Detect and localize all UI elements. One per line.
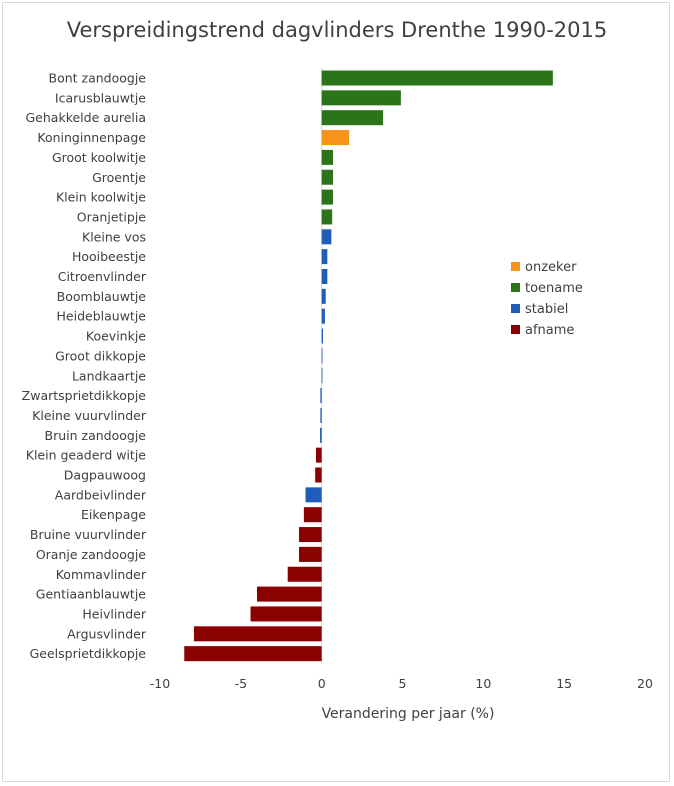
bar <box>321 110 384 126</box>
x-tick-label: 20 <box>637 676 653 691</box>
legend: onzeker toename stabiel afname <box>511 260 583 338</box>
bar <box>321 348 323 364</box>
category-label: Zwartsprietdikkopje <box>22 388 147 403</box>
category-label: Bruin zandoogje <box>45 428 147 443</box>
legend-label: stabiel <box>525 302 568 317</box>
bar <box>321 169 333 185</box>
legend-swatch <box>511 262 520 271</box>
bar <box>321 269 328 284</box>
category-label: Argusvlinder <box>67 626 147 641</box>
category-label: Koevinkje <box>86 329 146 344</box>
bar <box>321 130 350 146</box>
category-label: Heideblauwtje <box>57 309 147 324</box>
legend-swatch <box>511 283 520 292</box>
category-label: Kleine vuurvlinder <box>32 408 147 423</box>
category-label: Klein geaderd witje <box>26 448 147 463</box>
bar <box>184 646 322 662</box>
bar <box>321 249 328 265</box>
bar <box>320 388 322 404</box>
category-label: Landkaartje <box>72 368 146 383</box>
bar <box>321 149 333 165</box>
category-label: Groentje <box>92 170 146 185</box>
category-label: Oranjetipje <box>77 209 147 224</box>
category-label: Klein koolwitje <box>56 190 146 205</box>
category-label: Heivlinder <box>82 606 146 621</box>
bars-group <box>184 68 553 664</box>
bar <box>321 288 326 304</box>
category-label: Gehakkelde aurelia <box>26 110 147 125</box>
bar <box>299 527 322 543</box>
bar <box>305 487 322 503</box>
category-label: Citroenvlinder <box>58 269 147 284</box>
bar <box>257 586 322 602</box>
category-label: Kommavlinder <box>56 567 147 582</box>
category-labels: Bont zandoogje Icarusblauwtje Gehakkelde a… <box>22 71 147 662</box>
x-tick-label: -5 <box>235 676 247 691</box>
category-label: Icarusblauwtje <box>55 90 146 105</box>
category-label: Koninginnenpage <box>37 130 146 145</box>
x-axis-label: Verandering per jaar (%) <box>322 706 495 722</box>
legend-label: afname <box>525 323 574 338</box>
category-label: Eikenpage <box>81 507 146 522</box>
bar <box>321 229 332 245</box>
bar <box>321 90 401 106</box>
bar <box>321 209 333 225</box>
x-tick-label: -10 <box>150 676 170 691</box>
x-tick-label: 15 <box>556 676 572 691</box>
category-label: Bont zandoogje <box>49 71 147 86</box>
legend-label: onzeker <box>525 260 577 275</box>
category-label: Groot koolwitje <box>52 150 146 165</box>
category-label: Bruine vuurvlinder <box>30 527 147 542</box>
chart-title: Verspreidingstrend dagvlinders Drenthe 1… <box>66 18 608 42</box>
bar <box>321 328 323 344</box>
x-tick-labels: -10 -5 0 5 10 15 20 <box>150 676 653 691</box>
category-label: Groot dikkopje <box>55 348 146 363</box>
legend-swatch <box>511 325 520 334</box>
category-label: Oranje zandoogje <box>36 547 146 562</box>
bar <box>321 308 325 324</box>
bar <box>321 70 553 86</box>
bar <box>299 546 322 562</box>
bar <box>320 427 322 443</box>
category-label: Aardbeivlinder <box>55 487 147 502</box>
category-label: Boomblauwtje <box>57 289 147 304</box>
category-label: Hooibeestje <box>72 249 146 264</box>
category-label: Gentiaanblauwtje <box>36 587 147 602</box>
x-tick-label: 5 <box>399 676 407 691</box>
bar <box>321 189 333 205</box>
bar <box>303 507 322 523</box>
bar <box>315 467 322 483</box>
category-label: Dagpauwoog <box>64 468 146 483</box>
bar <box>287 566 322 582</box>
category-label: Geelsprietdikkopje <box>30 646 147 661</box>
x-tick-label: 0 <box>318 676 326 691</box>
bar <box>320 407 322 423</box>
category-label: Kleine vos <box>82 229 146 244</box>
x-tick-label: 10 <box>475 676 491 691</box>
legend-swatch <box>511 304 520 313</box>
bar <box>321 368 323 384</box>
bar <box>316 447 322 463</box>
legend-label: toename <box>525 281 583 296</box>
bar <box>250 606 322 622</box>
bar <box>193 626 322 642</box>
